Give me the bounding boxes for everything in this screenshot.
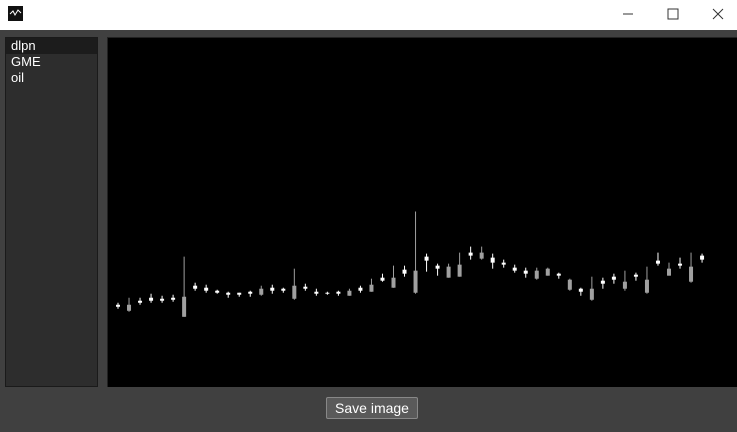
candle-body — [457, 264, 462, 277]
candle-body — [556, 273, 561, 276]
candle-body — [336, 291, 341, 294]
candle-body — [215, 290, 220, 293]
candle-body — [589, 288, 594, 300]
candle-body — [204, 287, 209, 291]
candle-body — [424, 256, 429, 261]
candle-body — [435, 265, 440, 269]
candle-body — [281, 288, 286, 291]
candle-body — [567, 279, 572, 290]
candle-body — [325, 292, 330, 294]
candle-body — [402, 269, 407, 274]
candle-body — [237, 292, 242, 295]
candle-body — [369, 284, 374, 292]
candle-body — [667, 268, 671, 276]
candle-body — [689, 266, 694, 282]
candle-body — [259, 288, 264, 295]
list-item[interactable]: GME — [11, 54, 41, 69]
candle-body — [358, 287, 363, 291]
candle-body — [700, 255, 705, 260]
list-item[interactable]: oil — [11, 70, 25, 85]
candle-body — [622, 281, 627, 289]
app-icon-glyph — [9, 9, 22, 17]
symbol-list[interactable]: dlpn GME oil — [5, 37, 98, 387]
candle-body — [149, 297, 154, 301]
title-bar — [0, 0, 737, 30]
candle-body — [138, 300, 143, 303]
candle-body — [171, 297, 176, 300]
candle-body — [490, 257, 495, 263]
candle-body — [292, 285, 297, 299]
candle-body — [655, 260, 660, 264]
candle-body — [303, 286, 308, 289]
candle-body — [600, 280, 605, 284]
candle-body — [226, 292, 231, 295]
list-item[interactable]: dlpn — [6, 38, 97, 54]
chart-panel — [107, 37, 737, 387]
candle-body — [380, 277, 385, 281]
candle-body — [578, 288, 583, 292]
candle-body — [160, 298, 165, 301]
candle-body — [347, 290, 352, 296]
save-image-button[interactable]: Save image — [326, 397, 418, 419]
maximize-button[interactable] — [667, 8, 679, 20]
candle-body — [182, 296, 187, 317]
candle-body — [248, 291, 253, 294]
candle-body — [193, 285, 198, 289]
candle-body — [314, 291, 319, 294]
candle-body — [413, 270, 418, 293]
candle-body — [116, 304, 120, 307]
candle-body — [633, 274, 638, 277]
candle-body — [534, 270, 539, 279]
candle-body — [468, 252, 473, 256]
candle-body — [479, 252, 484, 259]
candle-body — [127, 304, 132, 311]
close-button[interactable] — [712, 8, 724, 20]
chart — [116, 211, 705, 317]
candle-body — [270, 287, 275, 291]
candle-body — [446, 266, 451, 278]
candle-body — [545, 268, 550, 276]
candle-body — [611, 276, 616, 280]
candle-body — [512, 267, 517, 271]
candle-body — [501, 262, 506, 265]
candle-body — [523, 270, 528, 274]
title-bar-icons — [8, 6, 724, 21]
candle-body — [644, 279, 649, 293]
candle-body — [391, 277, 396, 288]
candle-body — [678, 263, 683, 266]
